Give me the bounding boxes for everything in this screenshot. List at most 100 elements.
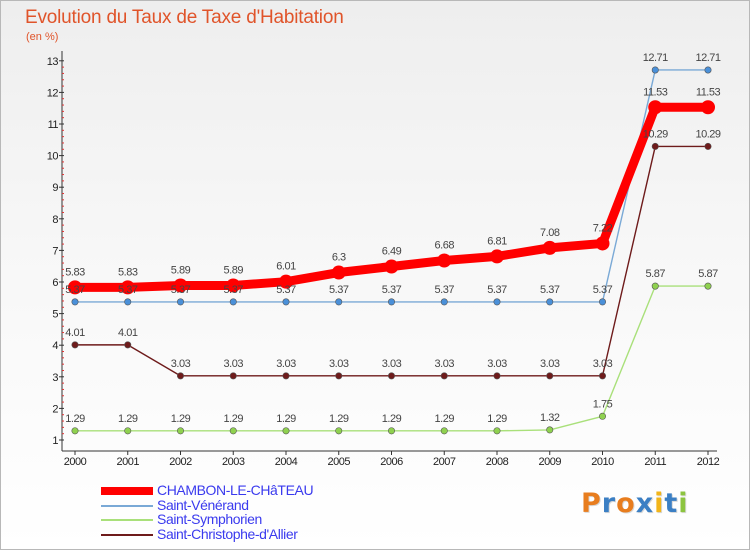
data-label: 1.29	[329, 413, 349, 425]
data-label: 5.37	[65, 284, 85, 296]
data-label: 4.01	[65, 327, 85, 339]
data-label: 3.03	[593, 358, 613, 370]
y-tick-label: 12	[47, 87, 59, 99]
legend-swatch	[101, 504, 153, 507]
data-label: 1.75	[593, 398, 613, 410]
legend-label: CHAMBON-LE-CHâTEAU	[157, 482, 314, 498]
y-tick-label: 13	[47, 56, 59, 68]
data-point	[598, 372, 606, 380]
logo-letter: P	[581, 488, 602, 519]
data-point	[282, 372, 290, 380]
data-label: 3.03	[276, 358, 296, 370]
data-point	[387, 427, 395, 435]
y-tick-label: 2	[52, 403, 58, 415]
data-point	[384, 259, 399, 274]
data-label: 5.37	[329, 284, 349, 296]
data-point	[598, 412, 606, 420]
data-label: 1.29	[276, 413, 296, 425]
data-point	[493, 372, 501, 380]
logo-letter: t	[664, 488, 679, 519]
data-point	[331, 265, 346, 280]
y-tick-label: 4	[52, 340, 58, 352]
chart-series-layer	[68, 66, 715, 435]
data-point	[229, 298, 237, 306]
data-label: 7.22	[593, 222, 613, 234]
data-label: 12.71	[643, 52, 668, 64]
x-tick-label: 2007	[433, 456, 456, 468]
series-saint-symphorien	[71, 282, 712, 435]
data-label: 11.53	[696, 86, 721, 98]
x-tick-label: 2004	[275, 456, 298, 468]
x-tick-label: 2002	[169, 456, 192, 468]
data-label: 1.29	[224, 413, 244, 425]
data-label: 5.37	[224, 284, 244, 296]
data-label: 1.29	[171, 413, 191, 425]
data-point	[279, 274, 293, 289]
data-label: 3.03	[435, 358, 455, 370]
data-label: 1.29	[382, 413, 402, 425]
data-label: 5.37	[118, 284, 138, 296]
logo-letter: x	[635, 488, 655, 519]
x-tick-label: 2008	[486, 456, 509, 468]
data-label: 5.37	[540, 284, 560, 296]
logo-letter: i	[654, 488, 665, 519]
data-point	[490, 249, 504, 264]
data-point	[651, 142, 659, 150]
data-label: 1.32	[540, 412, 560, 424]
data-label: 5.83	[118, 266, 138, 278]
data-point	[173, 278, 188, 293]
data-point	[68, 280, 82, 295]
series-chambon-le-ch-teau	[68, 100, 715, 295]
data-label: 5.89	[171, 264, 191, 276]
x-tick-label: 2012	[697, 456, 720, 468]
x-tick-label: 2009	[539, 456, 562, 468]
data-label: 5.37	[276, 284, 296, 296]
data-point	[387, 372, 395, 380]
series-saint-christophe-d-allier	[71, 142, 712, 380]
logo-letter: i	[678, 488, 689, 519]
y-tick-label: 7	[52, 245, 58, 257]
data-point	[335, 427, 343, 435]
chart-unit-label: (en %)	[26, 31, 59, 43]
data-label: 5.83	[65, 266, 85, 278]
data-point	[493, 298, 501, 306]
data-point	[493, 427, 501, 435]
data-label: 5.37	[435, 284, 455, 296]
data-label: 3.03	[224, 358, 244, 370]
data-label: 1.29	[487, 413, 507, 425]
data-point	[440, 372, 448, 380]
data-label: 4.01	[118, 327, 138, 339]
data-label: 7.08	[540, 227, 560, 239]
y-tick-label: 3	[52, 372, 58, 384]
data-label: 11.53	[643, 86, 668, 98]
data-point	[229, 427, 237, 435]
data-label: 6.68	[435, 240, 455, 252]
data-label: 3.03	[487, 358, 507, 370]
data-label: 1.29	[65, 413, 85, 425]
legend-swatch	[101, 487, 153, 496]
logo-letter: r	[601, 488, 617, 519]
legend-swatch	[101, 519, 153, 522]
data-label: 6.49	[382, 246, 402, 258]
data-point	[335, 298, 343, 306]
x-tick-label: 2011	[644, 456, 666, 468]
data-label: 5.37	[382, 284, 402, 296]
data-label: 5.87	[646, 268, 666, 280]
data-point	[440, 427, 448, 435]
data-point	[71, 298, 79, 306]
data-point	[546, 372, 554, 380]
chart-data-labels: 4.01 4.01 3.03 3.03 3.03 3.03 3.03 3.03 3.03 3.03…	[65, 52, 721, 425]
data-label: 6.01	[276, 261, 296, 273]
y-tick-label: 1	[52, 435, 58, 447]
x-tick-label: 2000	[64, 456, 87, 468]
data-point	[542, 240, 557, 255]
data-point	[335, 372, 343, 380]
data-label: 6.81	[487, 235, 507, 247]
data-label: 3.03	[329, 358, 349, 370]
data-point	[701, 100, 715, 115]
data-label: 6.3	[332, 252, 346, 264]
data-label: 3.03	[540, 358, 560, 370]
y-tick-label: 5	[52, 309, 58, 321]
